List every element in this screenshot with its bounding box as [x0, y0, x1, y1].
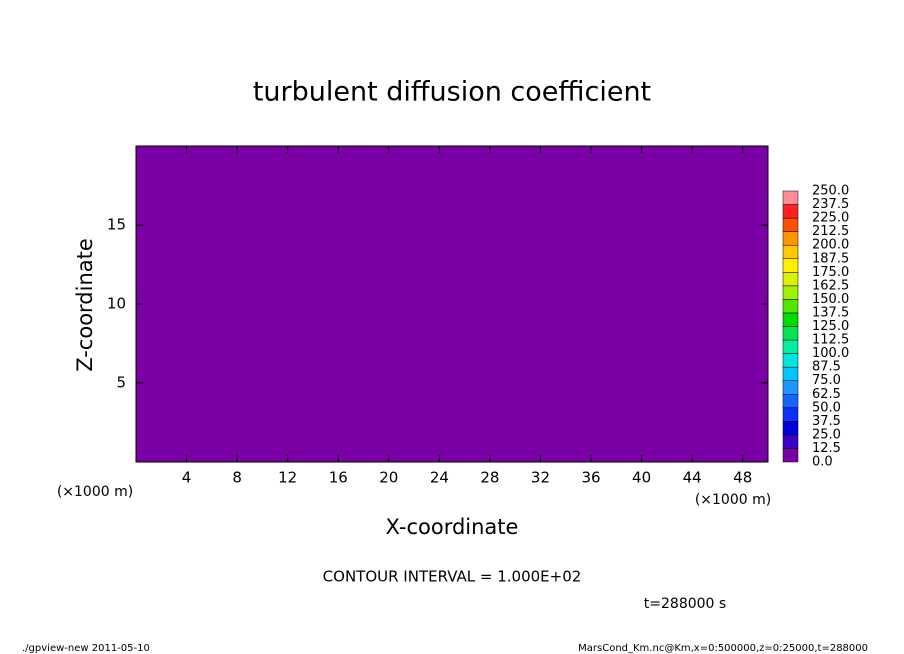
x-tick-label: 8: [232, 469, 242, 487]
colorbar-band: [782, 244, 799, 259]
x-tick-label: 4: [182, 469, 192, 487]
footer-left: ./gpview-new 2011-05-10: [22, 643, 150, 654]
y-tick-label: 5: [116, 374, 126, 392]
colorbar-band: [782, 272, 799, 287]
colorbar-band: [782, 421, 799, 436]
chart-title: turbulent diffusion coefficient: [253, 77, 651, 108]
colorbar-label: 112.5: [812, 333, 849, 348]
x-tick-label: 28: [480, 469, 499, 487]
colorbar-band: [782, 380, 799, 395]
colorbar-label: 150.0: [812, 292, 849, 307]
colorbar-band: [782, 394, 799, 409]
colorbar-label: 175.0: [812, 265, 849, 280]
colorbar-band: [782, 204, 799, 219]
colorbar-band: [782, 312, 799, 327]
x-tick-label: 48: [733, 469, 752, 487]
colorbar-band: [782, 448, 799, 463]
x-tick-label: 40: [632, 469, 651, 487]
colorbar-band: [782, 353, 799, 368]
colorbar-label: 50.0: [812, 400, 841, 415]
colorbar-label: 100.0: [812, 346, 849, 361]
colorbar-band: [782, 231, 799, 246]
colorbar-label: 250.0: [812, 184, 849, 199]
colorbar-band: [782, 366, 799, 381]
y-tick-label: 10: [107, 295, 126, 313]
colorbar-label: 187.5: [812, 251, 849, 266]
y-axis-label: Z-coordinate: [73, 238, 97, 372]
contour-note: CONTOUR INTERVAL = 1.000E+02: [323, 568, 582, 586]
colorbar-label: 75.0: [812, 373, 841, 388]
colorbar-label: 212.5: [812, 224, 849, 239]
colorbar-label: 62.5: [812, 387, 841, 402]
x-tick-label: 24: [430, 469, 449, 487]
colorbar-label: 0.0: [812, 455, 833, 470]
colorbar-label: 200.0: [812, 238, 849, 253]
colorbar-band: [782, 339, 799, 354]
colorbar-band: [782, 299, 799, 314]
colorbar-label: 25.0: [812, 427, 841, 442]
colorbar-label: 125.0: [812, 319, 849, 334]
x-tick-label: 44: [683, 469, 702, 487]
colorbar-band: [782, 258, 799, 273]
y-tick-label: 15: [107, 216, 126, 234]
x-unit: (×1000 m): [695, 492, 771, 508]
x-tick-label: 36: [581, 469, 600, 487]
x-tick-label: 12: [278, 469, 297, 487]
colorbar-band: [782, 326, 799, 341]
colorbar-label: 225.0: [812, 211, 849, 226]
x-tick-label: 16: [329, 469, 348, 487]
colorbar-band: [782, 407, 799, 422]
y-unit: (×1000 m): [57, 484, 133, 500]
colorbar-band: [782, 190, 799, 205]
footer-right: MarsCond_Km.nc@Km,x=0:500000,z=0:25000,t…: [578, 643, 868, 654]
colorbar-label: 237.5: [812, 197, 849, 212]
colorbar-label: 12.5: [812, 441, 841, 456]
x-tick-label: 20: [379, 469, 398, 487]
x-axis-label: X-coordinate: [386, 515, 519, 539]
colorbar-band: [782, 217, 799, 232]
colorbar-label: 162.5: [812, 278, 849, 293]
colorbar-band: [782, 434, 799, 449]
x-tick-label: 32: [531, 469, 550, 487]
colorbar-band: [782, 285, 799, 300]
colorbar-label: 37.5: [812, 414, 841, 429]
colorbar-label: 137.5: [812, 305, 849, 320]
plot-background: [136, 146, 768, 462]
colorbar-label: 87.5: [812, 360, 841, 375]
time-note: t=288000 s: [644, 596, 726, 612]
